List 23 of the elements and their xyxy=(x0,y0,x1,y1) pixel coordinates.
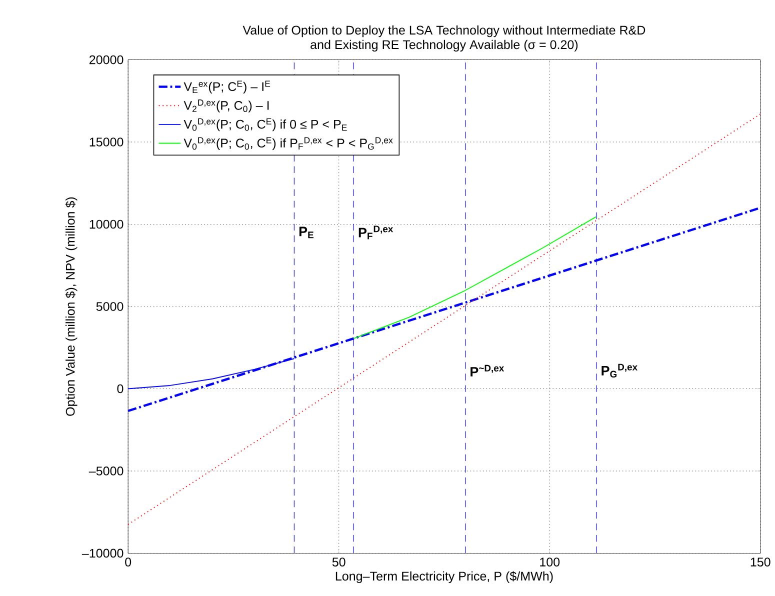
ref-line-label: P$_{F}$D,ex xyxy=(358,226,394,240)
y-axis-title: Option Value (million $), NPV (million $) xyxy=(65,198,78,416)
legend-label: V$_{2}$$^{D,ex}$(P, C$_{0}$) – I xyxy=(184,100,269,113)
x-tick-label: 50 xyxy=(332,558,346,567)
y-tick-label: 20000 xyxy=(90,55,124,64)
y-tick-label: –10000 xyxy=(82,548,124,558)
ref-line-label: P$_{G}$D,ex xyxy=(602,364,638,378)
y-tick-label: 10000 xyxy=(90,220,124,229)
ref-line-label: P$_{E}$ xyxy=(299,226,314,238)
y-tick-label: 0 xyxy=(117,384,124,394)
x-tick-label: 100 xyxy=(540,558,560,567)
y-tick-label: –5000 xyxy=(88,466,124,476)
y-tick-label: 15000 xyxy=(90,138,124,147)
chart-title: Value of Option to Deploy the LSA Technology without Intermediate R&D and Existing RE Technology Available (σ = 0.20) xyxy=(242,26,646,52)
ref-line-label: P$^{~D,ex}$ xyxy=(470,365,504,377)
line-series xyxy=(353,216,596,340)
legend-label: V$_{E}$$^{ex}$(P; C$^{E}$) – I$^{E}$ xyxy=(184,80,270,94)
x-tick-label: 0 xyxy=(125,558,132,567)
y-tick-label: 5000 xyxy=(96,302,124,312)
text: V$_{0}$$^{D,ex}$(P; C$_{0}$, C$^{E}$) if 0 ≤ P < P$_{E}$ xyxy=(184,118,347,132)
x-axis-title: Long–Term Electricity Price, P ($/MWh) xyxy=(336,571,553,584)
x-tick-label: 150 xyxy=(750,558,770,567)
text: V$_{0}$$^{D,ex}$(P; C$_{0}$, C$^{E}$) if P$_{F}$$^{D,ex}$ < P < P$_{G}$D,ex xyxy=(184,137,393,150)
